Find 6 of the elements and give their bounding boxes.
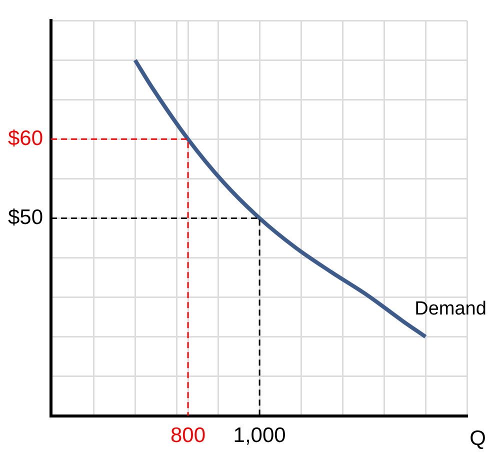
y-tick-label: $60 xyxy=(8,126,44,150)
series-label: Demand xyxy=(414,298,486,320)
y-tick-label: $50 xyxy=(8,206,44,229)
x-tick-label: 800 xyxy=(170,424,206,448)
x-axis-title: Q xyxy=(470,427,486,450)
x-tick-label: 1,000 xyxy=(233,424,286,448)
